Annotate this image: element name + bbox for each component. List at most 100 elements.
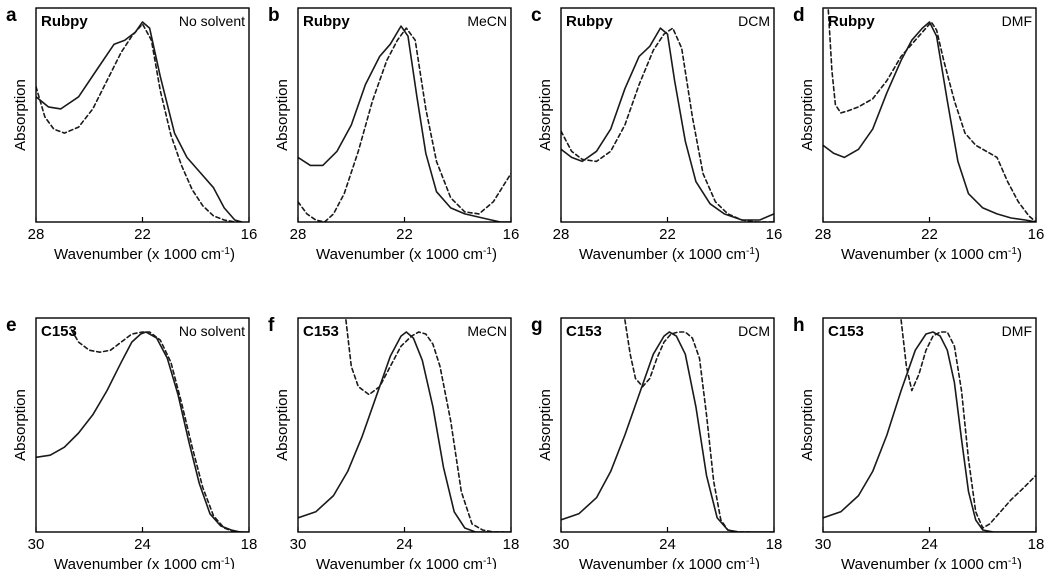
chart-a-xlabel: Wavenumber (x 1000 cm-1) bbox=[54, 246, 235, 263]
chart-g-xlabel-main: Wavenumber (x 1000 cm bbox=[579, 556, 746, 569]
chart-g-series-solid bbox=[561, 331, 774, 532]
chart-a-frame bbox=[35, 7, 250, 223]
chart-c-compound: Rubpy bbox=[566, 13, 613, 30]
chart-c-xtick-label-0: 28 bbox=[553, 226, 570, 243]
chart-d-solvent: DMF bbox=[1002, 13, 1032, 29]
chart-a-xtick-label-2: 16 bbox=[241, 226, 258, 243]
chart-a-xtick-label-0: 28 bbox=[28, 226, 45, 243]
chart-b-series-solid bbox=[298, 25, 511, 222]
chart-g-xlabel: Wavenumber (x 1000 cm-1) bbox=[579, 556, 760, 569]
chart-b-xlabel-sup: -1 bbox=[483, 246, 492, 257]
chart-g-xlabel-close: ) bbox=[755, 556, 760, 569]
chart-h-xtick-label-2: 18 bbox=[1028, 536, 1045, 553]
chart-g-xtick-label-0: 30 bbox=[553, 536, 570, 553]
chart-d-xtick-label-2: 16 bbox=[1028, 226, 1045, 243]
chart-g-xtick-label-1: 24 bbox=[659, 536, 676, 553]
chart-d-xlabel: Wavenumber (x 1000 cm-1) bbox=[841, 246, 1022, 263]
chart-h-xlabel-main: Wavenumber (x 1000 cm bbox=[841, 556, 1008, 569]
chart-d-series-solid bbox=[823, 21, 1036, 222]
chart-d-xlabel-close: ) bbox=[1017, 246, 1022, 263]
chart-a-ylabel: Absorption bbox=[12, 79, 29, 151]
chart-f-solvent: MeCN bbox=[467, 323, 507, 339]
chart-e-ylabel: Absorption bbox=[12, 389, 29, 461]
chart-c-xlabel: Wavenumber (x 1000 cm-1) bbox=[579, 246, 760, 263]
chart-b-xlabel: Wavenumber (x 1000 cm-1) bbox=[316, 246, 497, 263]
chart-c-xlabel-close: ) bbox=[755, 246, 760, 263]
chart-e-xlabel-sup: -1 bbox=[221, 556, 230, 567]
chart-b-xlabel-close: ) bbox=[492, 246, 497, 263]
chart-d-xlabel-sup: -1 bbox=[1008, 246, 1017, 257]
chart-e-xtick-label-0: 30 bbox=[28, 536, 45, 553]
chart-e-frame bbox=[35, 317, 250, 533]
chart-c-solvent: DCM bbox=[738, 13, 770, 29]
chart-b-xtick-label-1: 22 bbox=[396, 226, 413, 243]
chart-d-xtick-label-0: 28 bbox=[815, 226, 832, 243]
chart-h-xlabel: Wavenumber (x 1000 cm-1) bbox=[841, 556, 1022, 569]
chart-b-ylabel: Absorption bbox=[274, 79, 291, 151]
chart-f-xlabel-close: ) bbox=[492, 556, 497, 569]
chart-e-xtick-label-1: 24 bbox=[134, 536, 151, 553]
chart-e-compound: C153 bbox=[41, 323, 77, 340]
chart-f-xlabel: Wavenumber (x 1000 cm-1) bbox=[316, 556, 497, 569]
chart-c-frame bbox=[560, 7, 775, 223]
chart-e-xlabel-close: ) bbox=[230, 556, 235, 569]
chart-h-xtick-label-1: 24 bbox=[921, 536, 938, 553]
chart-f-xlabel-main: Wavenumber (x 1000 cm bbox=[316, 556, 483, 569]
chart-h-xlabel-sup: -1 bbox=[1008, 556, 1017, 567]
chart-f-compound: C153 bbox=[303, 323, 339, 340]
chart-f-ylabel: Absorption bbox=[274, 389, 291, 461]
chart-f-xtick-label-0: 30 bbox=[290, 536, 307, 553]
chart-g-compound: C153 bbox=[566, 323, 602, 340]
chart-b-series-dashed bbox=[298, 27, 511, 222]
chart-g-xtick-label-2: 18 bbox=[766, 536, 783, 553]
chart-e-xlabel: Wavenumber (x 1000 cm-1) bbox=[54, 556, 235, 569]
chart-f-panel-letter: f bbox=[268, 315, 275, 336]
chart-b-xtick-label-0: 28 bbox=[290, 226, 307, 243]
chart-h-series-solid bbox=[823, 331, 1036, 532]
chart-d-panel-letter: d bbox=[793, 5, 805, 26]
chart-h-panel-letter: h bbox=[793, 315, 805, 336]
chart-g-series-dashed bbox=[624, 319, 750, 532]
chart-c-xlabel-main: Wavenumber (x 1000 cm bbox=[579, 246, 746, 263]
chart-c-series-dashed bbox=[561, 27, 774, 222]
chart-c-xtick-label-1: 22 bbox=[659, 226, 676, 243]
chart-g-panel-letter: g bbox=[531, 315, 543, 336]
chart-a-series-solid bbox=[36, 21, 243, 222]
chart-e-series-solid bbox=[36, 331, 249, 532]
chart-h-solvent: DMF bbox=[1002, 323, 1032, 339]
chart-g-ylabel: Absorption bbox=[537, 389, 554, 461]
chart-b-compound: Rubpy bbox=[303, 13, 350, 30]
chart-b-solvent: MeCN bbox=[467, 13, 507, 29]
chart-b-xtick-label-2: 16 bbox=[503, 226, 520, 243]
chart-h-xtick-label-0: 30 bbox=[815, 536, 832, 553]
chart-f-series-solid bbox=[298, 331, 511, 532]
chart-d-compound: Rubpy bbox=[828, 13, 875, 30]
chart-h-series-dashed bbox=[900, 319, 1036, 529]
chart-e-xlabel-main: Wavenumber (x 1000 cm bbox=[54, 556, 221, 569]
chart-d-series-dashed bbox=[827, 9, 1036, 222]
chart-f-series-dashed bbox=[345, 319, 505, 532]
chart-a-compound: Rubpy bbox=[41, 13, 88, 30]
chart-d-ylabel: Absorption bbox=[799, 79, 816, 151]
chart-e-solvent: No solvent bbox=[179, 323, 245, 339]
chart-b-xlabel-main: Wavenumber (x 1000 cm bbox=[316, 246, 483, 263]
chart-a-xlabel-close: ) bbox=[230, 246, 235, 263]
chart-d-frame bbox=[822, 7, 1037, 223]
chart-a-panel-letter: a bbox=[6, 5, 17, 26]
chart-a-xlabel-main: Wavenumber (x 1000 cm bbox=[54, 246, 221, 263]
chart-c-xlabel-sup: -1 bbox=[746, 246, 755, 257]
chart-a-xlabel-sup: -1 bbox=[221, 246, 230, 257]
chart-f-xlabel-sup: -1 bbox=[483, 556, 492, 567]
chart-f-xtick-label-1: 24 bbox=[396, 536, 413, 553]
chart-f-xtick-label-2: 18 bbox=[503, 536, 520, 553]
chart-h-compound: C153 bbox=[828, 323, 864, 340]
chart-c-panel-letter: c bbox=[531, 5, 542, 26]
chart-b-panel-letter: b bbox=[268, 5, 280, 26]
chart-h-ylabel: Absorption bbox=[799, 389, 816, 461]
chart-e-xtick-label-2: 18 bbox=[241, 536, 258, 553]
chart-c-ylabel: Absorption bbox=[537, 79, 554, 151]
chart-e-panel-letter: e bbox=[6, 315, 17, 336]
chart-h-xlabel-close: ) bbox=[1017, 556, 1022, 569]
